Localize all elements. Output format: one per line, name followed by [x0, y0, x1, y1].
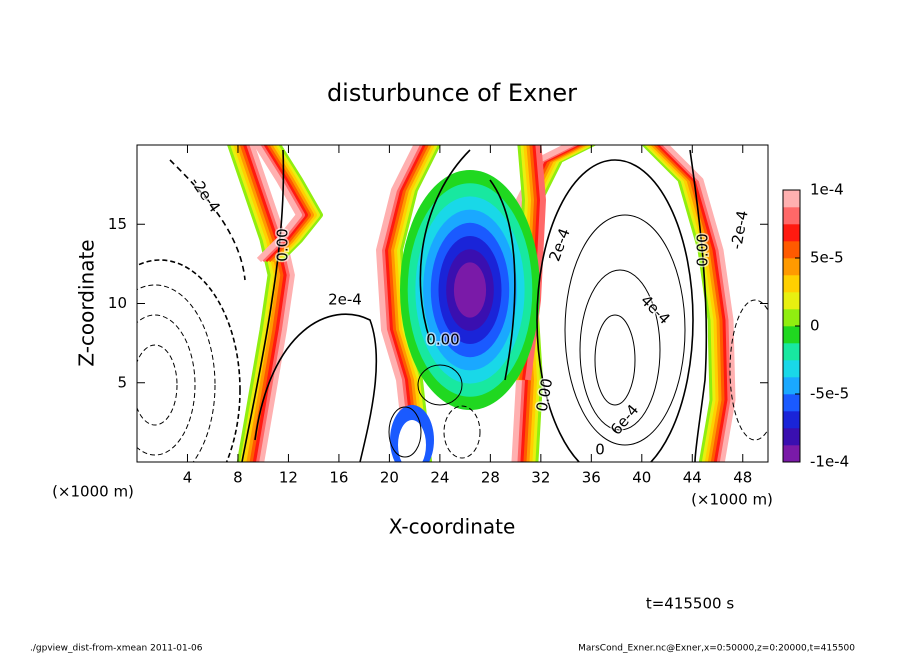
contour-label: 0.00: [274, 228, 292, 261]
time-label: t=415500 s: [646, 595, 734, 613]
x-tick-label: 8: [233, 469, 243, 487]
contour-label: 0.00: [426, 331, 459, 349]
shade-band: [376, 145, 420, 462]
shade-blob: [398, 420, 426, 462]
colorbar-band: [783, 326, 800, 344]
colorbar-tick-label: 1e-4: [810, 181, 844, 199]
x-tick-label: 24: [430, 469, 449, 487]
y-tick-label: 15: [108, 215, 127, 233]
shade-band: [236, 145, 283, 462]
contour-label: 6e-4: [607, 401, 642, 438]
footer-right: MarsCond_Exner.nc@Exner,x=0:50000,z=0:20…: [578, 644, 855, 654]
y-unit-label: (×1000 m): [691, 491, 773, 509]
colorbar-band: [783, 224, 800, 242]
colorbar-band: [783, 428, 800, 446]
colorbar-band: [783, 309, 800, 327]
contour-lines: [137, 149, 768, 462]
contour-label: -2e-4: [187, 174, 224, 216]
shade-band: [253, 145, 302, 263]
x-tick-label: 12: [279, 469, 298, 487]
x-tick-label: 48: [733, 469, 752, 487]
colorbar-band: [783, 258, 800, 276]
colorbar-band: [783, 292, 800, 310]
contour-field: [227, 145, 736, 462]
x-tick-label: 16: [329, 469, 348, 487]
footer-left: ./gpview_dist-from-xmean 2011-01-06: [30, 644, 203, 654]
x-tick-label: 20: [380, 469, 399, 487]
colorbar-band: [783, 275, 800, 293]
contour-label: -2e-4: [727, 209, 752, 251]
x-axis-label: X-coordinate: [389, 515, 516, 539]
x-tick-label: 40: [632, 469, 651, 487]
colorbar-band: [783, 377, 800, 395]
colorbar-band: [783, 241, 800, 259]
colorbar-band: [783, 394, 800, 412]
x-tick-label: 32: [531, 469, 550, 487]
x-tick-label: 36: [582, 469, 601, 487]
shade-band: [246, 145, 292, 462]
colorbar-tick-label: -1e-4: [810, 453, 849, 471]
colorbar-band: [783, 190, 800, 208]
colorbar-band: [783, 411, 800, 429]
contour-label: 0: [595, 441, 605, 459]
contour-label: 4e-4: [637, 291, 674, 328]
shade-blob: [453, 262, 487, 318]
contour-label: 0.00: [694, 233, 712, 266]
shade-band: [227, 145, 273, 462]
contour-label: 2e-4: [328, 291, 362, 309]
colorbar-tick-label: -5e-5: [810, 385, 849, 403]
shade-band: [243, 145, 289, 462]
shade-band: [662, 145, 736, 462]
chart-title: disturbunce of Exner: [327, 79, 577, 107]
shade-band: [230, 145, 276, 462]
x-tick-label: 28: [481, 469, 500, 487]
colorbar-band: [783, 343, 800, 361]
y-tick-label: 10: [108, 294, 127, 312]
shade-band: [249, 145, 295, 462]
x-tick-label: 44: [683, 469, 702, 487]
y-axis-label: Z-coordinate: [75, 239, 99, 366]
colorbar-band: [783, 445, 800, 463]
colorbar-tick-label: 5e-5: [810, 249, 844, 267]
x-unit-label: (×1000 m): [52, 483, 134, 501]
x-tick-label: 4: [183, 469, 193, 487]
colorbar-band: [783, 207, 800, 225]
colorbar-tick-label: 0: [810, 317, 820, 335]
colorbar-band: [783, 360, 800, 378]
y-tick-label: 5: [117, 373, 127, 391]
